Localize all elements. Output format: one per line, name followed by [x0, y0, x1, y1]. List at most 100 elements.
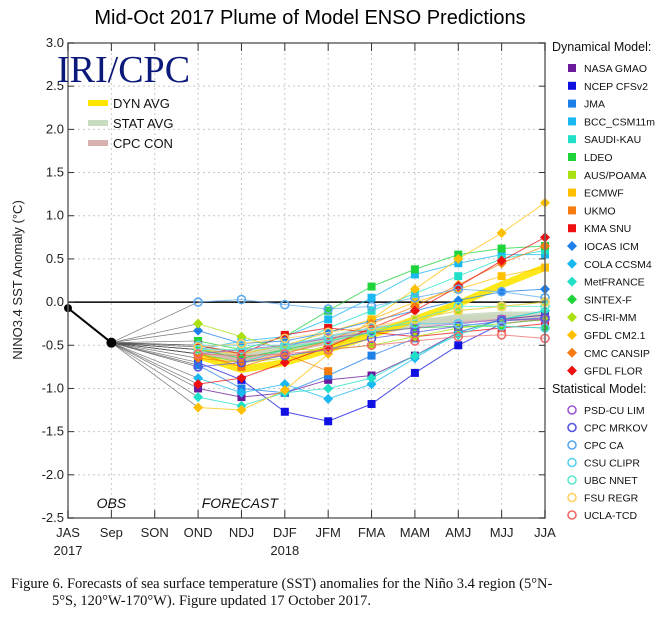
data-point	[410, 292, 420, 303]
legend-marker	[568, 81, 576, 90]
data-point	[409, 284, 420, 295]
legend-marker	[568, 117, 576, 126]
avg-legend-label: DYN AVG	[113, 96, 170, 111]
data-point	[410, 265, 419, 274]
year-label: 2018	[270, 543, 299, 558]
data-point	[496, 228, 507, 238]
obs-annotation: OBS	[97, 495, 127, 511]
data-point	[366, 321, 377, 332]
legend-marker	[567, 347, 577, 358]
series-line	[198, 305, 545, 351]
dynamical-legend-header: Dynamical Model:	[552, 40, 651, 54]
y-tick-label: 2.5	[46, 78, 64, 93]
data-point	[496, 301, 507, 312]
y-tick-labels: 3.0 2.5 2.0 1.5 1.0 0.5 0.0 -0.5 -1.0 -1.5 -2.0 -2.…	[42, 35, 64, 525]
data-point	[236, 350, 247, 361]
data-point	[280, 299, 290, 310]
data-point	[496, 286, 507, 297]
x-tick-label: MJJ	[490, 525, 514, 540]
series-fsu-regr	[193, 297, 550, 352]
data-point	[279, 357, 290, 368]
y-tick-label: 1.5	[46, 165, 64, 180]
data-point	[193, 318, 204, 329]
y-tick-label: 0.5	[46, 251, 64, 266]
data-point	[497, 272, 506, 281]
y-tick-label: 3.0	[46, 35, 64, 50]
x-tick-label: SON	[141, 525, 169, 540]
model-legend: Dynamical Model: Statistical Model: NASA…	[552, 40, 655, 522]
data-point	[323, 304, 333, 314]
y-tick-label: -1.5	[42, 424, 64, 439]
legend-marker	[567, 405, 577, 415]
legend-marker	[567, 330, 577, 340]
legend-marker	[568, 99, 576, 108]
legend-label: GFDL CM2.1	[584, 330, 646, 342]
data-point	[409, 350, 420, 361]
iri-cpc-logo: IRI/CPC	[57, 49, 190, 91]
legend-marker	[567, 422, 577, 433]
data-point	[193, 373, 204, 384]
data-point	[236, 373, 247, 384]
data-point	[324, 306, 333, 315]
connector-line	[111, 342, 199, 359]
series-line	[198, 334, 546, 357]
y-axis-label: NINO3.4 SST Anomaly (°C)	[10, 200, 25, 360]
legend-marker	[568, 170, 576, 179]
data-point	[323, 393, 334, 404]
data-point	[193, 379, 204, 390]
legend-label: MetFRANCE	[584, 277, 645, 289]
legend-label: CS-IRI-MM	[584, 312, 637, 324]
data-point	[193, 342, 203, 352]
series-line	[198, 301, 546, 348]
data-point	[236, 405, 247, 416]
data-point	[279, 379, 290, 390]
figure-caption: Figure 6. Forecasts of sea surface tempe…	[0, 576, 672, 610]
data-point	[496, 330, 507, 340]
connector-line	[111, 342, 199, 348]
x-tick-label: AMJ	[445, 525, 471, 540]
x-tick-labels: JAS Sep SON OND NDJ DJF JFM FMA MAM AMJ MJJ JJA 2017…	[54, 525, 557, 558]
data-point	[323, 327, 333, 338]
connector-line	[111, 342, 199, 389]
x-tick-label: MAM	[400, 525, 430, 540]
chart-title: Mid-Oct 2017 Plume of Model ENSO Predict…	[94, 7, 525, 29]
legend-label: PSD-CU LIM	[584, 405, 645, 417]
data-point	[366, 327, 377, 338]
legend-label: UBC NNET	[584, 475, 638, 487]
legend-label: AUS/POAMA	[584, 170, 646, 182]
legend-marker	[567, 276, 577, 287]
legend-label: COLA CCSM4	[584, 259, 652, 271]
data-point	[324, 371, 333, 380]
legend-marker	[568, 135, 576, 144]
data-point	[193, 325, 204, 336]
data-point	[280, 349, 290, 359]
data-point	[410, 368, 419, 377]
data-point	[367, 400, 376, 408]
data-point	[453, 305, 464, 316]
data-point	[193, 297, 203, 307]
average-legend: DYN AVG STAT AVG CPC CON	[88, 96, 173, 151]
data-point	[236, 331, 247, 342]
data-point	[366, 340, 377, 351]
data-point	[366, 301, 377, 312]
data-point	[236, 387, 247, 398]
x-tick-label: OND	[184, 525, 213, 540]
legend-marker	[567, 457, 577, 468]
connector-line	[111, 342, 199, 408]
caption-line-1: Figure 6. Forecasts of sea surface tempe…	[11, 576, 553, 592]
y-tick-label: 1.0	[46, 208, 64, 223]
legend-label: SINTEX-F	[584, 294, 632, 306]
data-point	[236, 357, 247, 368]
obs-point	[106, 337, 117, 348]
data-point	[193, 349, 203, 359]
data-point	[410, 336, 420, 346]
legend-label: UCLA-TCD	[584, 510, 638, 522]
data-point	[324, 375, 333, 384]
connector-line	[111, 342, 199, 355]
data-point	[497, 244, 506, 253]
legend-label: GFDL FLOR	[584, 366, 643, 378]
connector-line	[111, 301, 199, 343]
legend-marker	[567, 241, 577, 251]
grid-lines	[68, 43, 545, 518]
connector-line	[111, 342, 199, 398]
